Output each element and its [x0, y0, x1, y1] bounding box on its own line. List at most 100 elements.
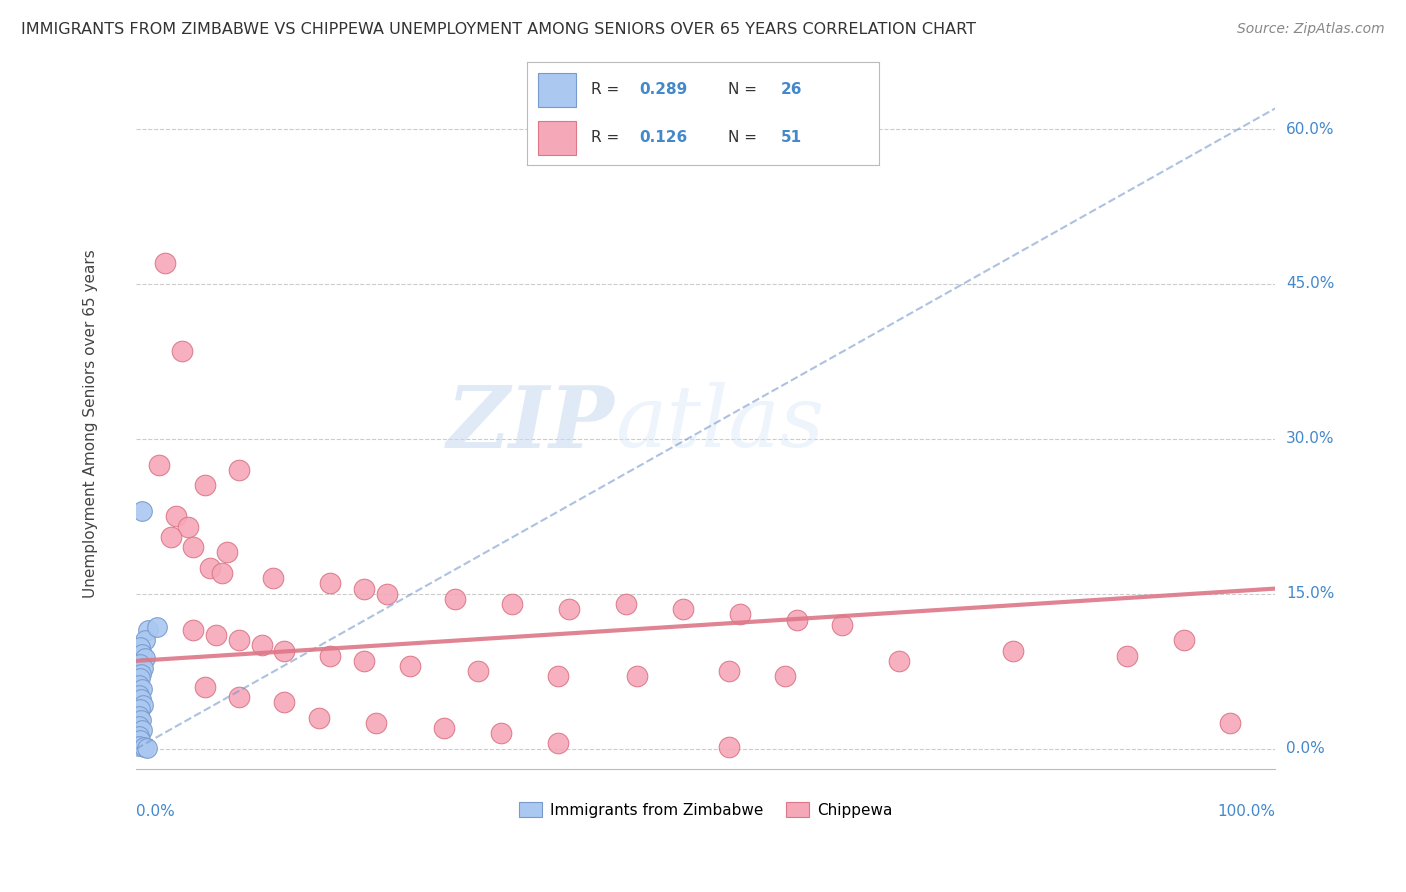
Text: IMMIGRANTS FROM ZIMBABWE VS CHIPPEWA UNEMPLOYMENT AMONG SENIORS OVER 65 YEARS CO: IMMIGRANTS FROM ZIMBABWE VS CHIPPEWA UNE… — [21, 22, 976, 37]
Point — [128, 733, 150, 747]
Point — [128, 688, 150, 702]
Point — [128, 739, 150, 753]
Point — [319, 576, 342, 591]
Point — [134, 650, 156, 665]
Point — [308, 711, 330, 725]
Text: Source: ZipAtlas.com: Source: ZipAtlas.com — [1237, 22, 1385, 37]
Point — [129, 692, 152, 706]
Point — [547, 737, 569, 751]
Point — [128, 708, 150, 723]
Point — [250, 639, 273, 653]
Point — [433, 721, 456, 735]
Point — [1173, 633, 1195, 648]
Point — [194, 680, 217, 694]
Point — [134, 633, 156, 648]
Point — [128, 719, 150, 733]
Point — [129, 713, 152, 727]
Text: 45.0%: 45.0% — [1286, 277, 1334, 292]
Point — [228, 463, 250, 477]
Text: 26: 26 — [780, 82, 801, 97]
Text: atlas: atlas — [614, 382, 824, 465]
Point — [353, 582, 375, 596]
Point — [375, 587, 398, 601]
Point — [262, 571, 284, 585]
Point — [889, 654, 911, 668]
Text: Unemployment Among Seniors over 65 years: Unemployment Among Seniors over 65 years — [83, 249, 98, 598]
Point — [364, 715, 387, 730]
Point — [398, 659, 420, 673]
Point — [273, 643, 295, 657]
Text: 0.289: 0.289 — [640, 82, 688, 97]
Point — [128, 657, 150, 671]
Point — [717, 739, 740, 754]
Point — [131, 723, 153, 737]
Text: R =: R = — [591, 130, 624, 145]
Point — [211, 566, 233, 580]
Point — [728, 607, 751, 622]
Point — [672, 602, 695, 616]
Point — [1219, 715, 1241, 730]
Point — [131, 504, 153, 518]
Legend: Immigrants from Zimbabwe, Chippewa: Immigrants from Zimbabwe, Chippewa — [513, 796, 898, 824]
FancyBboxPatch shape — [537, 73, 576, 106]
Point — [181, 541, 204, 555]
Point — [135, 740, 157, 755]
Point — [165, 509, 187, 524]
Point — [128, 672, 150, 686]
Point — [228, 633, 250, 648]
Point — [136, 623, 159, 637]
Point — [132, 698, 155, 713]
Text: 0.126: 0.126 — [640, 130, 688, 145]
Point — [132, 661, 155, 675]
Point — [489, 726, 512, 740]
Point — [159, 530, 181, 544]
Text: 60.0%: 60.0% — [1286, 121, 1334, 136]
Text: 51: 51 — [780, 130, 801, 145]
Point — [134, 739, 156, 754]
Point — [786, 613, 808, 627]
Text: 100.0%: 100.0% — [1218, 804, 1275, 819]
Point — [228, 690, 250, 704]
Point — [1116, 648, 1139, 663]
Point — [146, 620, 169, 634]
Point — [131, 647, 153, 661]
Point — [181, 623, 204, 637]
Text: 0.0%: 0.0% — [136, 804, 176, 819]
Point — [217, 545, 239, 559]
Point — [444, 591, 467, 606]
Point — [626, 669, 648, 683]
Point — [128, 678, 150, 692]
Point — [205, 628, 228, 642]
Point — [467, 664, 489, 678]
Point — [153, 256, 176, 270]
Point — [128, 729, 150, 743]
Point — [319, 648, 342, 663]
Text: 15.0%: 15.0% — [1286, 586, 1334, 601]
FancyBboxPatch shape — [537, 121, 576, 155]
Point — [194, 478, 217, 492]
Text: N =: N = — [728, 130, 762, 145]
Point — [614, 597, 637, 611]
Point — [200, 561, 222, 575]
Point — [558, 602, 581, 616]
Point — [273, 695, 295, 709]
Text: ZIP: ZIP — [447, 382, 614, 465]
Point — [353, 654, 375, 668]
Point — [831, 617, 853, 632]
Point — [128, 640, 150, 655]
Point — [501, 597, 523, 611]
Text: 0.0%: 0.0% — [1286, 741, 1324, 756]
Text: 30.0%: 30.0% — [1286, 432, 1334, 446]
Point — [547, 669, 569, 683]
Point — [775, 669, 797, 683]
Point — [717, 664, 740, 678]
Text: R =: R = — [591, 82, 624, 97]
Point — [128, 702, 150, 716]
Point — [129, 667, 152, 681]
Point — [148, 458, 170, 472]
Text: N =: N = — [728, 82, 762, 97]
Point — [131, 681, 153, 696]
Point — [176, 519, 198, 533]
Point — [1002, 643, 1025, 657]
Point — [170, 344, 193, 359]
